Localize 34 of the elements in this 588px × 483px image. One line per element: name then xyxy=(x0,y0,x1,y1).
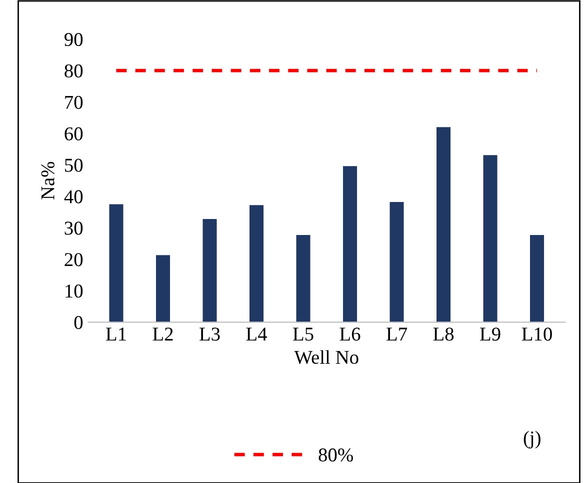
x-tick-label: L10 xyxy=(522,328,552,341)
x-tick-label: L1 xyxy=(106,328,126,341)
x-tick-label: L4 xyxy=(246,328,268,341)
y-tick-label: 40 xyxy=(64,190,83,204)
y-tick-label: 50 xyxy=(65,158,83,172)
bar xyxy=(202,219,217,322)
x-tick-label: L8 xyxy=(433,328,454,341)
y-tick-label: 60 xyxy=(64,127,83,140)
y-tick-label: 70 xyxy=(65,96,83,109)
y-tick-label: 90 xyxy=(64,32,83,46)
y-axis-title: Na% xyxy=(41,162,54,200)
bar xyxy=(109,204,124,322)
x-tick-label: L7 xyxy=(386,328,408,341)
bar xyxy=(342,166,358,322)
y-tick-label: 80 xyxy=(64,64,83,78)
x-tick-label: L5 xyxy=(293,328,314,341)
bar xyxy=(530,235,544,322)
x-tick-label: L6 xyxy=(340,328,360,341)
x-tick-label: L3 xyxy=(200,328,220,341)
x-tick-label: L2 xyxy=(152,328,173,341)
y-tick-label: 0 xyxy=(74,316,83,330)
y-tick-label: 30 xyxy=(64,222,83,235)
text: (j) xyxy=(524,430,540,448)
y-tick-label: 20 xyxy=(64,253,83,266)
x-tick-label: L9 xyxy=(480,328,500,341)
bar xyxy=(483,155,498,322)
legend-label: 80% xyxy=(318,448,353,462)
bar xyxy=(390,202,404,322)
bar xyxy=(156,255,170,322)
bar xyxy=(296,235,310,322)
bar xyxy=(436,127,451,322)
bar xyxy=(249,205,264,322)
y-tick-label: 10 xyxy=(66,284,83,298)
x-axis-title: Well No xyxy=(294,350,358,364)
